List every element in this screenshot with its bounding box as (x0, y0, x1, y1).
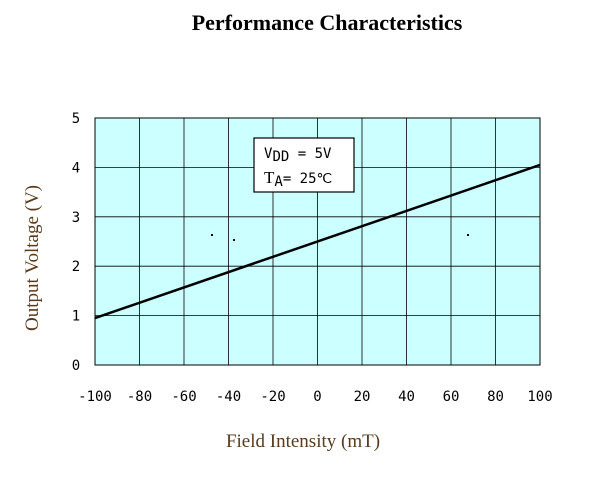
vdd-symbol: V (264, 146, 273, 162)
x-tick-label: 60 (443, 389, 460, 405)
chart-title: Performance Characteristics (191, 10, 463, 35)
annotation-box: VDD = 5V TA= 25℃ (253, 137, 355, 193)
y-tick-labels: 0 1 2 3 4 5 (72, 111, 80, 374)
y-tick-label: 2 (72, 259, 80, 275)
y-tick-label: 3 (72, 210, 80, 226)
y-tick-label: 4 (72, 160, 80, 176)
x-tick-label: 100 (527, 389, 552, 405)
x-tick-label: 40 (398, 389, 415, 405)
speck-mark (211, 234, 213, 236)
speck-mark (467, 234, 469, 236)
ta-subscript: A (274, 174, 283, 190)
y-axis-label: Output Voltage (V) (22, 185, 43, 331)
y-tick-label: 5 (72, 111, 80, 127)
ta-value: = 25℃ (283, 171, 332, 187)
x-tick-label: 0 (313, 389, 321, 405)
x-tick-label: -80 (127, 389, 152, 405)
ta-annotation: TA= 25℃ (264, 168, 332, 190)
x-tick-label: 80 (487, 389, 504, 405)
vdd-annotation: VDD = 5V (264, 146, 332, 165)
plot-border (94, 117, 541, 366)
x-tick-labels: -100 -80 -60 -40 -20 0 20 40 60 80 100 (78, 389, 553, 405)
speck-mark (233, 239, 235, 241)
y-tick-label: 0 (72, 358, 80, 374)
series-line (94, 163, 541, 320)
x-tick-label: -60 (171, 389, 196, 405)
x-tick-label: 20 (354, 389, 371, 405)
x-tick-label: -40 (216, 389, 241, 405)
vdd-value: = 5V (289, 146, 332, 162)
ta-symbol: T (264, 168, 275, 187)
x-tick-label: -100 (78, 389, 112, 405)
x-tick-label: -20 (260, 389, 285, 405)
vdd-subscript: DD (272, 149, 289, 165)
y-tick-label: 1 (72, 309, 80, 325)
series-group (94, 163, 541, 320)
x-axis-label: Field Intensity (mT) (226, 431, 380, 452)
